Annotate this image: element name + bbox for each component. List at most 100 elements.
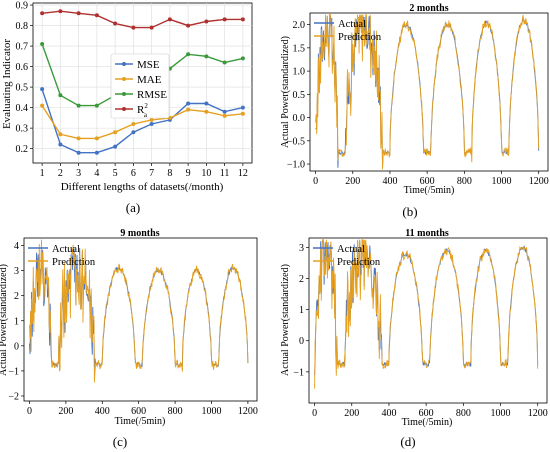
c-xtick-label-1: 200 — [58, 406, 73, 417]
a-legend-marker-mse — [122, 62, 126, 66]
panel-b-legend: Actual Prediction — [314, 19, 382, 43]
a-point-mae-1 — [40, 103, 45, 108]
a-point-r-8 — [167, 17, 172, 22]
a-xtick-label-0: 1 — [40, 168, 45, 179]
c-series-line-prediction — [29, 239, 249, 383]
a-point-mse-11 — [222, 109, 227, 114]
a-series-line-mae — [41, 105, 243, 140]
b-legend-label-prediction: Prediction — [338, 32, 382, 43]
panel-b-frame — [309, 12, 549, 172]
b-xtick-label-6: 1200 — [529, 176, 549, 187]
panel-c-title: 9 months — [120, 228, 159, 239]
b-legend-label-actual: Actual — [338, 19, 366, 30]
c-legend-label-prediction: Prediction — [52, 257, 96, 268]
a-point-mae-6 — [131, 122, 136, 127]
a-point-r-2 — [58, 9, 63, 14]
panel-d-label: (d) — [400, 434, 415, 449]
b-ytick-label-2: 0.0 — [293, 113, 306, 124]
a-legend-marker-rmse — [122, 92, 126, 96]
a-point-rmse-11 — [222, 60, 227, 65]
panel-a-frame — [32, 2, 253, 164]
a-ytick-label-1: 0.3 — [16, 124, 29, 135]
a-point-rmse-1 — [40, 42, 45, 47]
a-point-mae-7 — [149, 117, 154, 122]
panel-b-x-ticks: 0 200 400 600 800 1000 1200 — [313, 171, 549, 187]
panel-a-legend-box — [110, 53, 170, 119]
c-ytick-label-2: 0 — [14, 341, 19, 352]
a-point-r-7 — [149, 25, 154, 30]
a-point-rmse-9 — [186, 52, 191, 57]
a-point-r-3 — [76, 11, 81, 16]
c-ytick-label-5: 3 — [14, 266, 19, 277]
panel-a-x-axis-label: Different lengths of datasets(/month) — [61, 181, 224, 193]
b-ytick-label-5: 1.5 — [293, 43, 306, 54]
a-point-r-6 — [131, 25, 136, 30]
panel-d-y-axis-label: Actual Power(standardized) — [280, 264, 291, 376]
c-ytick-label-1: −1 — [8, 366, 19, 377]
panel-c-y-axis-label: Actual Power(standardized) — [0, 264, 9, 376]
b-ytick-label-6: 2.0 — [293, 20, 306, 31]
b-xtick-label-2: 400 — [382, 176, 397, 187]
d-xtick-label-5: 1000 — [491, 408, 511, 419]
panel-c-y-ticks: −2 −1 0 1 2 3 4 — [8, 241, 24, 402]
c-legend-label-actual: Actual — [52, 244, 80, 255]
c-ytick-label-3: 1 — [14, 316, 19, 327]
a-series-line-mse — [41, 88, 244, 154]
b-xtick-label-4: 800 — [457, 176, 472, 187]
a-xtick-label-8: 9 — [186, 168, 191, 179]
b-series-line-prediction — [315, 14, 540, 170]
a-point-mae-2 — [58, 132, 63, 137]
d-ytick-label-3: 2 — [299, 274, 304, 285]
c-xtick-label-0: 0 — [27, 406, 32, 417]
panel-b: 2 months −1.0 −0.5 0.0 0.5 1.0 1.5 2.0 0 200 400… — [280, 3, 549, 219]
a-xtick-label-7: 8 — [167, 168, 172, 179]
d-xtick-label-6: 1200 — [528, 408, 548, 419]
d-ytick-label-1: 0 — [299, 336, 304, 347]
a-legend-label-rmse: RMSE — [137, 89, 167, 101]
a-point-mse-7 — [149, 122, 154, 127]
a-xtick-label-4: 5 — [113, 168, 118, 179]
panel-b-title: 2 months — [409, 3, 448, 14]
panel-c-frame — [23, 237, 258, 402]
a-xtick-label-2: 3 — [76, 168, 81, 179]
panel-d-x-axis-label: Time(/5min) — [402, 417, 453, 428]
panel-d-title: 11 months — [405, 228, 449, 239]
b-ytick-label-3: 0.5 — [293, 90, 306, 101]
a-ytick-label-7: 0.9 — [16, 1, 29, 12]
a-ytick-label-0: 0.2 — [16, 144, 29, 155]
a-ytick-label-3: 0.5 — [16, 83, 29, 94]
panel-c-series — [29, 239, 249, 383]
a-point-rmse-10 — [204, 54, 209, 59]
a-ytick-label-4: 0.6 — [16, 62, 29, 73]
panel-c: 9 months −2 −1 0 1 2 3 4 0 200 400 600 800 1000 1200… — [0, 228, 258, 449]
d-legend-label-prediction: Prediction — [337, 257, 381, 268]
panel-d-series — [314, 239, 539, 389]
b-ytick-label-4: 1.0 — [293, 67, 306, 78]
panel-d-y-ticks: −1 0 1 2 3 — [293, 243, 309, 378]
a-point-r-9 — [186, 23, 191, 28]
a-point-rmse-4 — [94, 103, 99, 108]
d-series-line-prediction — [314, 239, 539, 389]
a-point-mae-11 — [222, 113, 227, 118]
panel-a-y-ticks: 0.2 0.3 0.4 0.5 0.6 0.7 0.8 0.9 — [16, 1, 33, 155]
c-xtick-label-6: 1200 — [238, 406, 258, 417]
b-xtick-label-1: 200 — [345, 176, 360, 187]
panel-b-x-axis-label: Time(/5min) — [404, 185, 455, 196]
c-ytick-label-4: 2 — [14, 291, 19, 302]
a-point-mae-3 — [76, 136, 81, 141]
a-point-r-1 — [40, 11, 45, 16]
a-ytick-label-5: 0.7 — [16, 42, 29, 53]
panel-c-x-ticks: 0 200 400 600 800 1000 1200 — [27, 401, 258, 417]
a-point-mae-5 — [113, 130, 118, 135]
b-xtick-label-5: 1000 — [492, 176, 512, 187]
c-xtick-label-2: 400 — [95, 406, 110, 417]
a-ytick-label-6: 0.8 — [16, 21, 29, 32]
c-xtick-label-4: 800 — [168, 406, 183, 417]
panel-a: 0.20.30.40.50.60.70.80.9 1 2 3 4 5 6 7 8 9 10 11 12… — [1, 1, 253, 215]
a-series-line-r — [42, 10, 243, 29]
a-xtick-label-3: 4 — [94, 168, 99, 179]
d-ytick-label-4: 3 — [299, 243, 304, 254]
a-xtick-label-6: 7 — [149, 168, 154, 179]
a-ytick-label-2: 0.4 — [16, 103, 29, 114]
